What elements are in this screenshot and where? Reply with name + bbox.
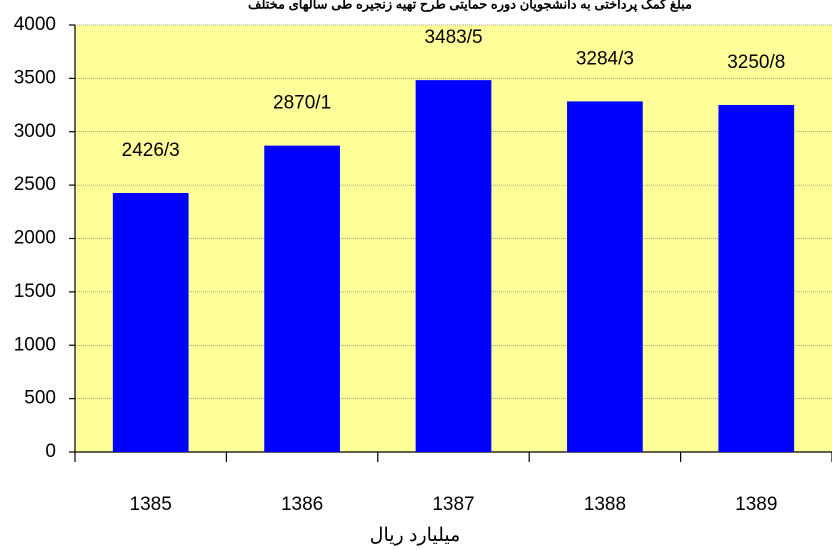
y-tick-label: 2000 — [14, 228, 56, 249]
y-tick-label: 4000 — [14, 14, 56, 35]
bar — [567, 101, 643, 453]
y-tick-label: 3000 — [14, 121, 56, 142]
y-tick-label: 3500 — [14, 67, 56, 88]
x-axis-label: میلیارد ریال — [370, 525, 461, 546]
x-tick-label: 1389 — [735, 494, 777, 515]
bar — [112, 192, 189, 452]
data-label: 2426/3 — [122, 140, 180, 161]
data-label: 3250/8 — [727, 52, 785, 73]
bar — [415, 80, 492, 452]
x-tick-label: 1388 — [584, 494, 626, 515]
y-tick-label: 1500 — [14, 281, 56, 302]
x-tick-label: 1386 — [281, 494, 323, 515]
data-label: 3284/3 — [576, 48, 634, 69]
x-tick-label: 1387 — [432, 494, 474, 515]
y-tick-label: 500 — [24, 388, 56, 409]
y-tick-label: 1000 — [14, 334, 56, 355]
chart-title: مبلغ کمک پرداختی به دانشجویان دوره حمایت… — [248, 0, 692, 12]
bar — [264, 145, 340, 452]
x-tick-label: 1385 — [130, 494, 172, 515]
data-label: 2870/1 — [273, 93, 331, 114]
bar — [718, 104, 795, 452]
y-tick-label: 2500 — [14, 174, 56, 195]
y-tick-label: 0 — [45, 441, 56, 462]
data-label: 3483/5 — [424, 27, 482, 48]
